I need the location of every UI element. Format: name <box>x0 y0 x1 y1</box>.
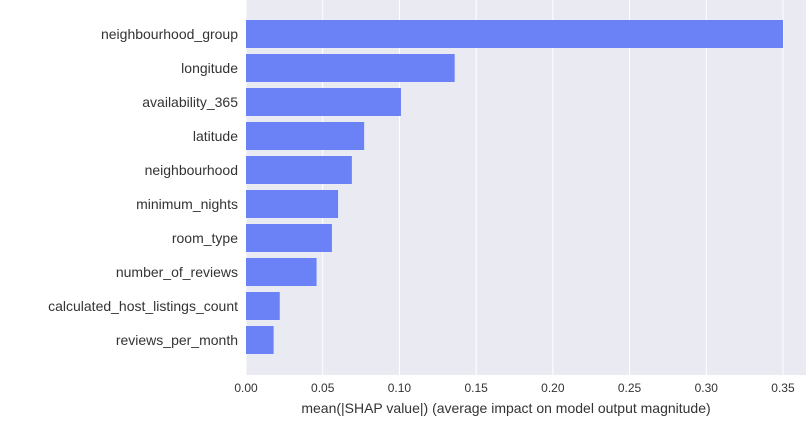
bar-calculated-host-listings-count <box>246 292 280 320</box>
bar-minimum-nights <box>246 190 339 218</box>
bar-reviews-per-month <box>246 326 274 354</box>
bar-longitude <box>246 54 455 82</box>
bar-latitude <box>246 122 365 150</box>
category-label: room_type <box>172 230 238 246</box>
category-labels: neighbourhood_group longitude availability… <box>48 26 238 348</box>
bar-neighbourhood-group <box>246 20 783 48</box>
bar-neighbourhood <box>246 156 352 184</box>
x-axis-label: mean(|SHAP value|) (average impact on mo… <box>301 400 710 416</box>
x-tick-label: 0.25 <box>618 381 642 395</box>
bar-availability-365 <box>246 88 401 116</box>
x-tick-label: 0.20 <box>541 381 565 395</box>
category-label: neighbourhood <box>145 162 238 178</box>
x-tick-label: 0.10 <box>388 381 412 395</box>
category-label: minimum_nights <box>136 196 238 212</box>
category-label: neighbourhood_group <box>101 26 238 42</box>
x-tick-labels: 0.00 0.05 0.10 0.15 0.20 0.25 0.30 0.35 <box>234 381 795 395</box>
x-tick-label: 0.05 <box>311 381 335 395</box>
category-label: reviews_per_month <box>116 332 238 348</box>
bar-number-of-reviews <box>246 258 317 286</box>
x-tick-label: 0.30 <box>695 381 719 395</box>
category-label: calculated_host_listings_count <box>48 298 238 314</box>
x-tick-label: 0.00 <box>234 381 258 395</box>
x-tick-label: 0.35 <box>771 381 795 395</box>
category-label: number_of_reviews <box>116 264 238 280</box>
bar-room-type <box>246 224 332 252</box>
x-tick-label: 0.15 <box>464 381 488 395</box>
bars <box>246 20 783 354</box>
category-label: availability_365 <box>142 94 238 110</box>
category-label: longitude <box>181 60 238 76</box>
category-label: latitude <box>193 128 238 144</box>
